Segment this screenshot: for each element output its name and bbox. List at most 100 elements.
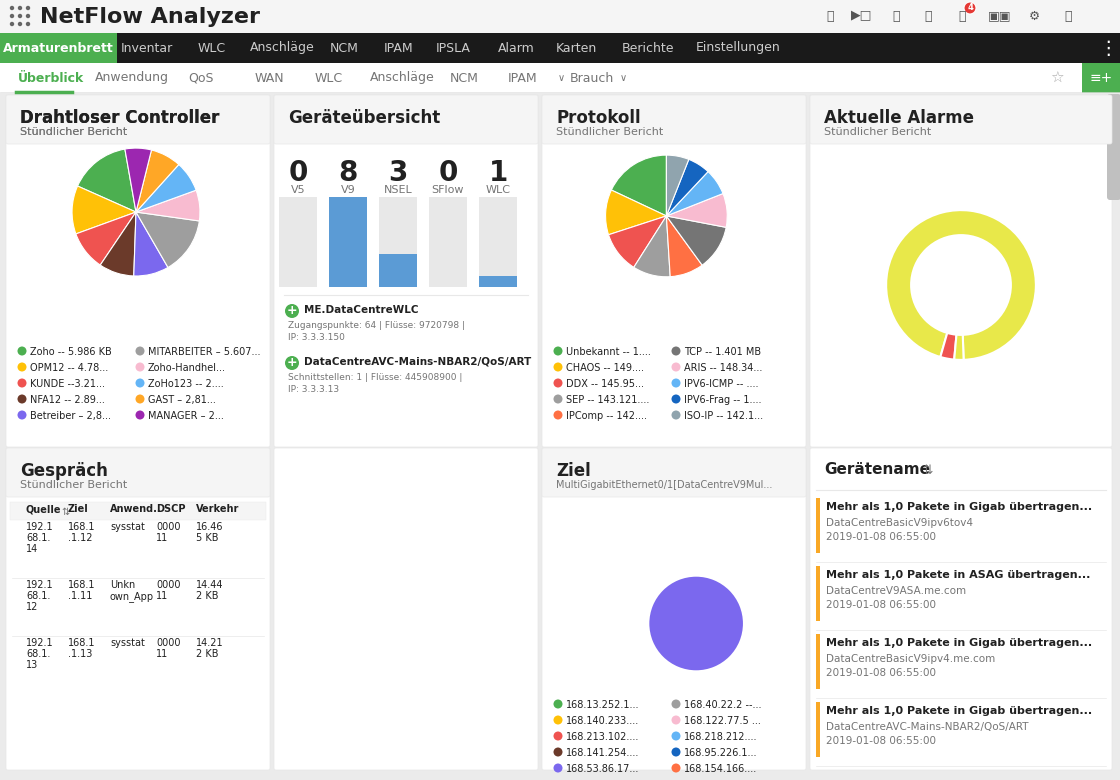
Text: MITARBEITER – 5.607...: MITARBEITER – 5.607... bbox=[148, 347, 261, 357]
Circle shape bbox=[672, 363, 681, 371]
FancyBboxPatch shape bbox=[6, 95, 270, 144]
Text: Gerätename: Gerätename bbox=[824, 462, 930, 477]
Text: 0000: 0000 bbox=[156, 638, 180, 648]
Circle shape bbox=[136, 363, 144, 371]
Circle shape bbox=[964, 2, 976, 14]
Text: 2 KB: 2 KB bbox=[196, 591, 218, 601]
Text: Zoho -- 5.986 KB: Zoho -- 5.986 KB bbox=[30, 347, 112, 357]
Text: IPV6-ICMP -- ....: IPV6-ICMP -- .... bbox=[684, 379, 758, 389]
Text: Mehr als 1,0 Pakete in Gigab übertragen...: Mehr als 1,0 Pakete in Gigab übertragen.… bbox=[825, 638, 1092, 648]
Wedge shape bbox=[666, 216, 726, 265]
Wedge shape bbox=[76, 212, 136, 265]
Wedge shape bbox=[136, 150, 179, 212]
FancyBboxPatch shape bbox=[6, 448, 270, 497]
FancyBboxPatch shape bbox=[479, 197, 517, 287]
Text: 🎙: 🎙 bbox=[893, 9, 899, 23]
Text: Anschläge: Anschläge bbox=[250, 41, 315, 55]
Text: ⇅: ⇅ bbox=[922, 464, 933, 477]
Text: 16.46: 16.46 bbox=[196, 522, 224, 532]
Text: NCM: NCM bbox=[330, 41, 358, 55]
Wedge shape bbox=[612, 155, 666, 216]
Text: 11: 11 bbox=[156, 591, 168, 601]
Text: ▶□: ▶□ bbox=[851, 9, 872, 23]
Text: ME.DataCentreWLC: ME.DataCentreWLC bbox=[304, 305, 419, 315]
Text: 14.21: 14.21 bbox=[196, 638, 224, 648]
Text: WLC: WLC bbox=[198, 41, 226, 55]
Wedge shape bbox=[606, 190, 666, 235]
Text: IPAM: IPAM bbox=[384, 41, 413, 55]
Text: Protokoll: Protokoll bbox=[556, 109, 641, 127]
Text: DSCP: DSCP bbox=[156, 504, 186, 514]
FancyBboxPatch shape bbox=[816, 702, 820, 757]
Text: .1.12: .1.12 bbox=[68, 533, 93, 543]
Text: 168.1: 168.1 bbox=[68, 522, 95, 532]
Text: WLC: WLC bbox=[315, 72, 343, 84]
Circle shape bbox=[18, 22, 22, 27]
Text: MANAGER – 2...: MANAGER – 2... bbox=[148, 411, 224, 421]
Text: IPV6-Frag -- 1....: IPV6-Frag -- 1.... bbox=[684, 395, 762, 405]
Circle shape bbox=[553, 395, 562, 403]
Wedge shape bbox=[666, 172, 724, 216]
Text: Ziel: Ziel bbox=[68, 504, 88, 514]
Circle shape bbox=[26, 5, 30, 10]
Text: IPComp -- 142....: IPComp -- 142.... bbox=[566, 411, 647, 421]
FancyBboxPatch shape bbox=[479, 276, 517, 287]
Text: Anschläge: Anschläge bbox=[370, 72, 435, 84]
Text: 🚀: 🚀 bbox=[827, 9, 833, 23]
Text: Geräteübersicht: Geräteübersicht bbox=[288, 109, 440, 127]
Text: 👤: 👤 bbox=[1064, 9, 1072, 23]
FancyBboxPatch shape bbox=[810, 95, 1112, 144]
Wedge shape bbox=[608, 216, 666, 268]
Wedge shape bbox=[125, 148, 151, 212]
Text: +: + bbox=[287, 356, 297, 370]
FancyBboxPatch shape bbox=[1082, 63, 1120, 93]
FancyBboxPatch shape bbox=[6, 448, 270, 770]
Text: 168.122.77.5 ...: 168.122.77.5 ... bbox=[684, 716, 760, 726]
Text: ZoHo123 -- 2....: ZoHo123 -- 2.... bbox=[148, 379, 224, 389]
Circle shape bbox=[284, 304, 299, 318]
Circle shape bbox=[136, 395, 144, 403]
Text: Verkehr: Verkehr bbox=[196, 504, 240, 514]
Circle shape bbox=[553, 764, 562, 772]
Text: Ziel: Ziel bbox=[556, 462, 590, 480]
FancyBboxPatch shape bbox=[542, 448, 806, 497]
Text: Betreiber – 2,8...: Betreiber – 2,8... bbox=[30, 411, 111, 421]
Wedge shape bbox=[666, 159, 708, 216]
Text: Inventar: Inventar bbox=[121, 41, 174, 55]
Circle shape bbox=[136, 346, 144, 356]
Text: .1.11: .1.11 bbox=[68, 591, 92, 601]
Text: Schnittstellen: 1 | Flüsse: 445908900 |: Schnittstellen: 1 | Flüsse: 445908900 | bbox=[288, 373, 463, 382]
Text: 68.1.: 68.1. bbox=[26, 533, 50, 543]
Text: Stündlicher Bericht: Stündlicher Bericht bbox=[20, 480, 128, 490]
FancyBboxPatch shape bbox=[542, 448, 806, 770]
FancyBboxPatch shape bbox=[0, 33, 116, 63]
Text: 168.40.22.2 --...: 168.40.22.2 --... bbox=[684, 700, 762, 710]
Text: 🔍: 🔍 bbox=[924, 9, 932, 23]
Circle shape bbox=[18, 395, 27, 403]
Text: Zugangspunkte: 64 | Flüsse: 9720798 |: Zugangspunkte: 64 | Flüsse: 9720798 | bbox=[288, 321, 465, 330]
Text: Drahtloser Controller: Drahtloser Controller bbox=[20, 109, 220, 127]
Text: DataCentreAVC-Mains-NBAR2/QoS/ART: DataCentreAVC-Mains-NBAR2/QoS/ART bbox=[304, 357, 531, 367]
Circle shape bbox=[553, 747, 562, 757]
Text: Anwendung: Anwendung bbox=[95, 72, 169, 84]
Text: ⇅: ⇅ bbox=[60, 507, 69, 517]
Text: Zoho-Handhel...: Zoho-Handhel... bbox=[148, 363, 226, 373]
Text: +: + bbox=[287, 304, 297, 317]
Text: Überblick: Überblick bbox=[18, 72, 84, 84]
Text: 14.44: 14.44 bbox=[196, 580, 224, 590]
Text: Anwend..: Anwend.. bbox=[110, 504, 161, 514]
Wedge shape bbox=[136, 165, 196, 212]
Text: .1.13: .1.13 bbox=[68, 649, 92, 659]
FancyBboxPatch shape bbox=[0, 0, 1120, 33]
Text: 12: 12 bbox=[26, 602, 38, 612]
Text: Stündlicher Bericht: Stündlicher Bericht bbox=[20, 127, 128, 137]
Text: DataCentreBasicV9ipv4.me.com: DataCentreBasicV9ipv4.me.com bbox=[825, 654, 996, 664]
Text: WAN: WAN bbox=[255, 72, 284, 84]
Text: 11: 11 bbox=[156, 533, 168, 543]
Wedge shape bbox=[136, 212, 199, 268]
Text: IPSLA: IPSLA bbox=[436, 41, 470, 55]
Text: 168.13.252.1...: 168.13.252.1... bbox=[566, 700, 640, 710]
FancyBboxPatch shape bbox=[329, 197, 367, 287]
Text: 0000: 0000 bbox=[156, 580, 180, 590]
Text: 11: 11 bbox=[156, 649, 168, 659]
